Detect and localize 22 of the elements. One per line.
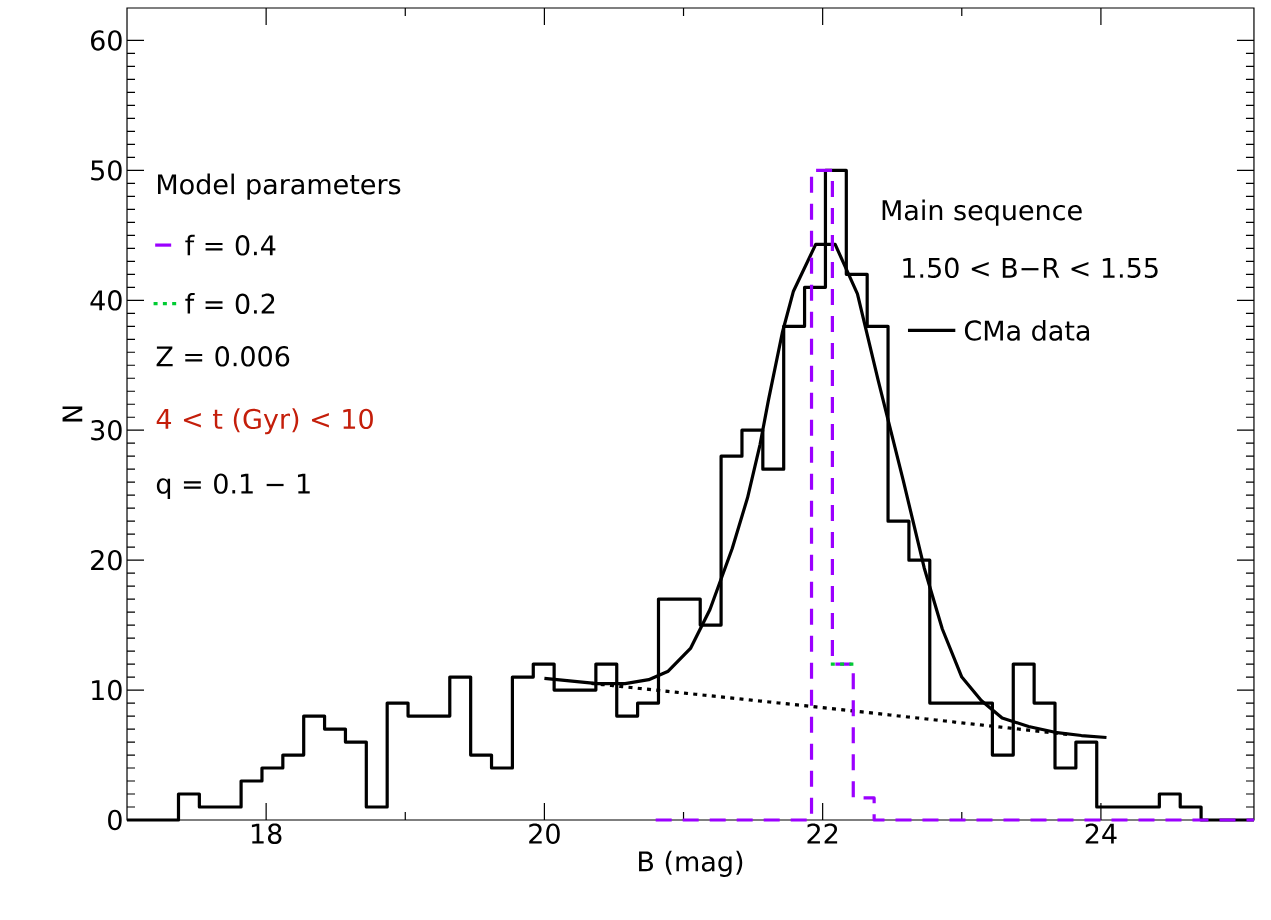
legend-label: f = 0.2 bbox=[185, 293, 275, 314]
y-tick-label: 0 bbox=[108, 809, 122, 831]
annotation: 1.50 < B−R < 1.55 bbox=[903, 257, 1158, 279]
y-tick-label: 50 bbox=[91, 160, 122, 181]
y-tick-label: 20 bbox=[91, 549, 122, 571]
x-tick-label: 24 bbox=[1085, 823, 1117, 844]
annotation: 4 < t (Gyr) < 10 bbox=[156, 408, 373, 435]
y-tick-label: 40 bbox=[90, 290, 122, 311]
annotation: Z = 0.006 bbox=[156, 346, 290, 367]
y-tick-label: 30 bbox=[91, 420, 122, 441]
annotation: q = 0.1 − 1 bbox=[156, 473, 310, 500]
legend-label: CMa data bbox=[964, 319, 1090, 341]
x-tick-label: 20 bbox=[529, 823, 560, 844]
x-axis-title: B (mag) bbox=[639, 850, 743, 877]
y-axis-title: N bbox=[62, 406, 83, 422]
legend-label: f = 0.4 bbox=[185, 234, 276, 256]
annotation: Main sequence bbox=[882, 199, 1082, 226]
legend-title: Model parameters bbox=[158, 173, 401, 200]
x-tick-label: 18 bbox=[251, 823, 282, 844]
y-tick-label: 60 bbox=[91, 30, 122, 51]
y-tick-label: 10 bbox=[92, 679, 122, 701]
x-tick-label: 22 bbox=[807, 823, 838, 844]
